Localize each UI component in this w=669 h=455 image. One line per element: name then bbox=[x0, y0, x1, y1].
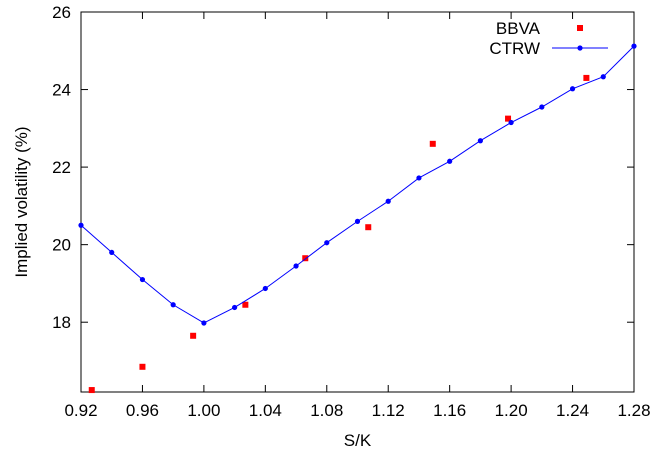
legend-label-ctrw: CTRW bbox=[489, 39, 540, 58]
x-tick-label: 1.12 bbox=[372, 401, 405, 420]
ctrw-point bbox=[262, 285, 268, 292]
ctrw-series-line bbox=[80, 45, 635, 324]
bbva-point bbox=[242, 301, 249, 308]
legend-swatch-bbva bbox=[577, 25, 583, 31]
x-tick-label: 0.92 bbox=[64, 401, 97, 420]
x-tick-label: 1.20 bbox=[495, 401, 528, 420]
bbva-point bbox=[365, 224, 372, 231]
x-axis-label: S/K bbox=[344, 431, 372, 450]
series-layer bbox=[78, 43, 637, 394]
bbva-point bbox=[139, 363, 146, 370]
ctrw-point bbox=[293, 263, 299, 269]
ctrw-point bbox=[354, 218, 361, 224]
bbva-point bbox=[583, 74, 590, 81]
y-axis-ticks: 18 20 22 24 26 bbox=[52, 3, 634, 332]
ctrw-point bbox=[631, 43, 637, 49]
ctrw-point bbox=[232, 304, 238, 311]
bbva-point bbox=[429, 140, 436, 147]
bbva-point bbox=[88, 387, 95, 394]
y-tick-label: 26 bbox=[52, 3, 71, 22]
ctrw-point bbox=[78, 222, 84, 228]
ctrw-point bbox=[477, 138, 483, 144]
ctrw-point bbox=[569, 86, 576, 92]
ctrw-point bbox=[170, 302, 176, 308]
y-tick-label: 24 bbox=[52, 81, 71, 100]
y-axis-label: Implied volatility (%) bbox=[12, 126, 31, 277]
ctrw-point bbox=[324, 240, 330, 246]
x-tick-label: 1.24 bbox=[556, 401, 589, 420]
ctrw-point bbox=[447, 158, 453, 164]
y-tick-label: 20 bbox=[52, 236, 71, 255]
x-tick-label: 1.16 bbox=[433, 401, 466, 420]
ctrw-point bbox=[201, 320, 207, 326]
bbva-point bbox=[505, 115, 512, 122]
ctrw-point bbox=[385, 198, 391, 204]
ctrw-point bbox=[539, 104, 545, 110]
x-axis-ticks: 0.92 0.96 1.00 1.04 1.08 1.12 1.16 1.20 1.24 1.28 bbox=[64, 12, 651, 420]
x-tick-label: 1.04 bbox=[249, 401, 282, 420]
ctrw-point bbox=[508, 119, 514, 126]
ctrw-point bbox=[600, 74, 606, 80]
x-tick-label: 1.28 bbox=[617, 401, 650, 420]
plot-frame bbox=[80, 11, 635, 393]
legend-swatch-ctrw bbox=[577, 45, 583, 51]
bbva-point bbox=[190, 332, 197, 339]
bbva-point bbox=[302, 255, 309, 262]
y-tick-label: 22 bbox=[52, 158, 71, 177]
ctrw-point bbox=[109, 249, 115, 256]
legend-label-bbva: BBVA bbox=[496, 19, 541, 38]
ctrw-point bbox=[139, 276, 146, 283]
x-tick-label: 1.08 bbox=[310, 401, 343, 420]
ctrw-point bbox=[416, 175, 422, 181]
x-tick-label: 1.00 bbox=[187, 401, 220, 420]
y-tick-label: 18 bbox=[52, 313, 71, 332]
x-tick-label: 0.96 bbox=[126, 401, 159, 420]
